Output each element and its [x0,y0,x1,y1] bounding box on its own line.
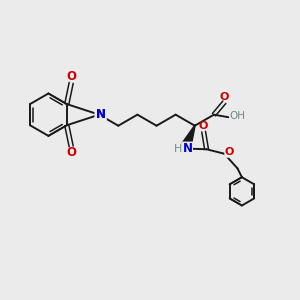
Text: O: O [220,92,229,102]
Text: N: N [96,108,106,121]
Text: O: O [66,146,76,159]
Text: OH: OH [230,111,246,121]
Text: O: O [199,121,208,131]
Polygon shape [181,124,195,148]
Text: O: O [225,147,234,157]
Text: N: N [96,108,106,121]
Text: O: O [66,70,76,83]
Text: N: N [182,142,192,155]
Text: N: N [96,108,106,121]
Text: H: H [173,144,182,154]
